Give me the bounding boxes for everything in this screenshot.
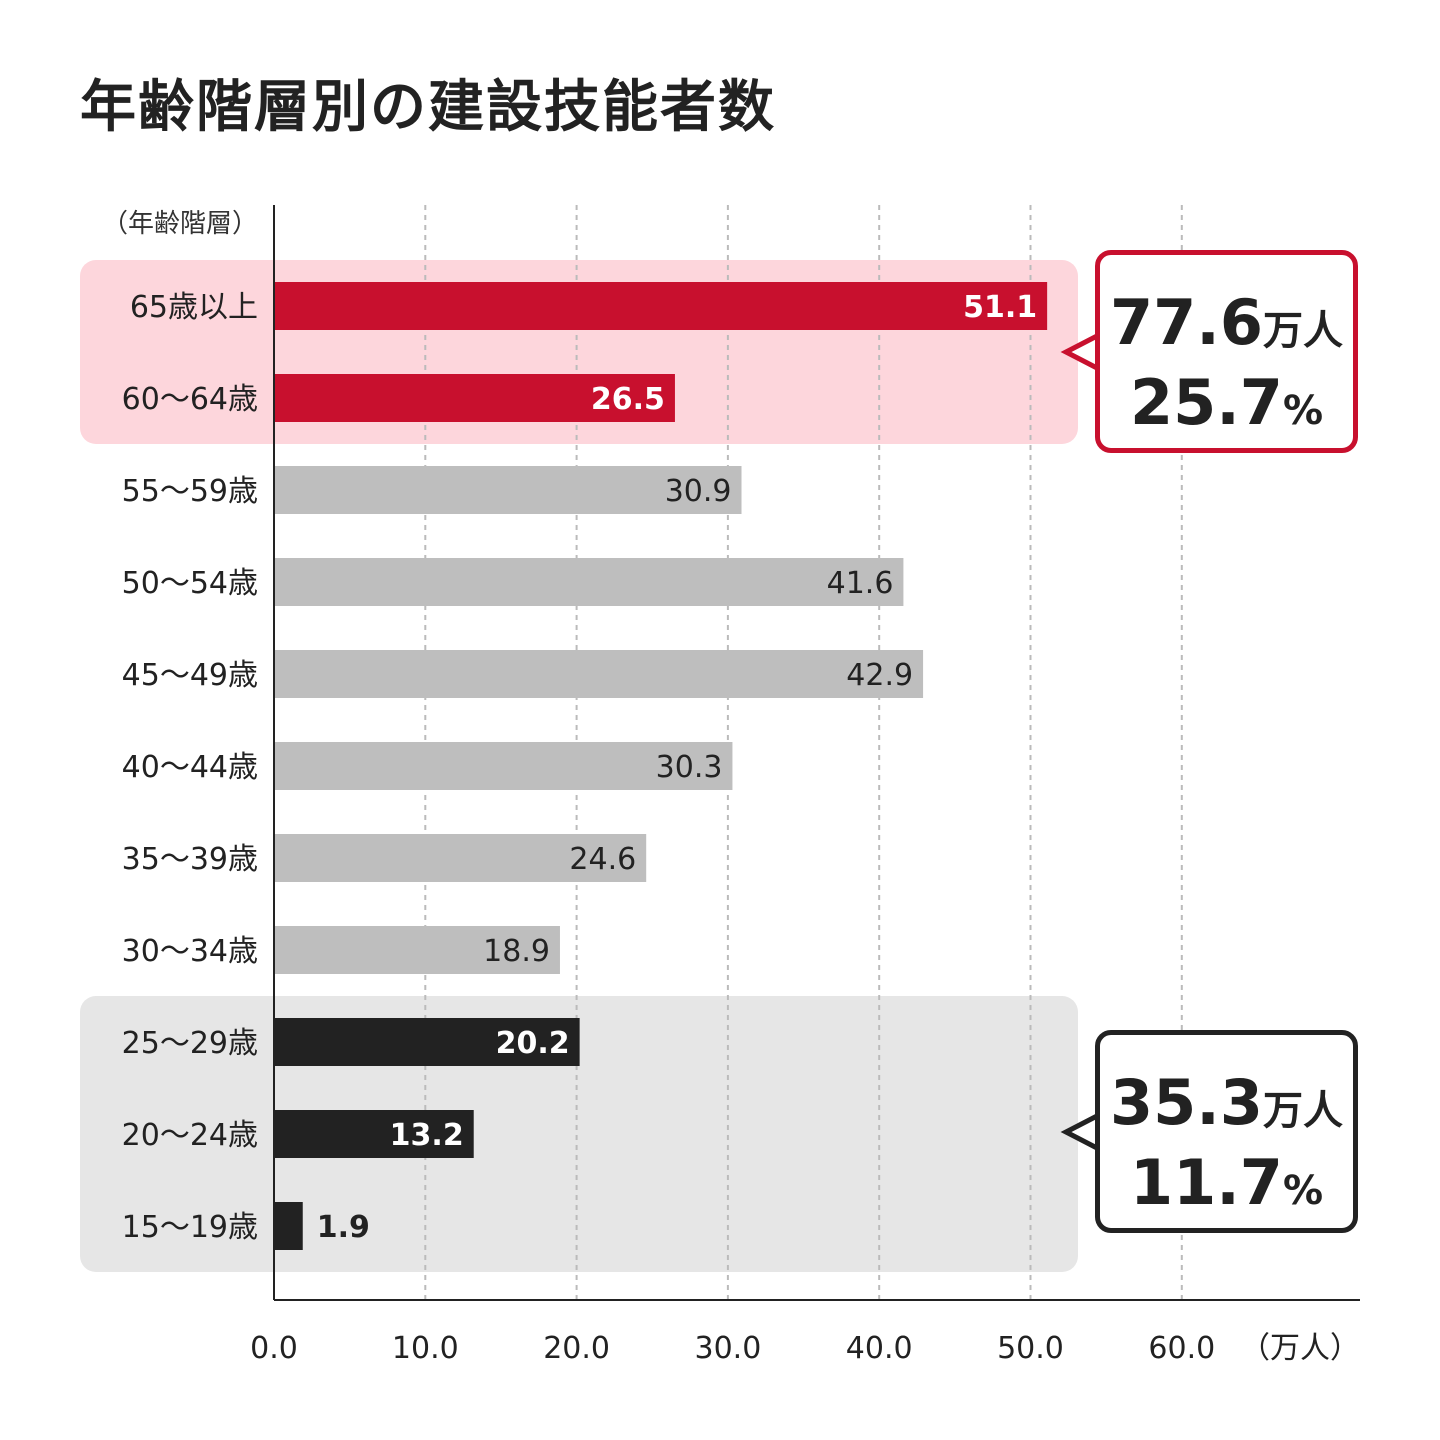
category-label: 30〜34歳 (122, 934, 258, 969)
young-total-callout: 35.3万人 11.7% (1095, 1030, 1358, 1233)
y-axis-title: （年齢階層） (102, 209, 258, 239)
x-tick-label: 30.0 (695, 1331, 762, 1366)
bar (274, 742, 733, 790)
bar (274, 834, 647, 882)
senior-callout-pointer (1060, 333, 1099, 371)
value-label: 20.2 (496, 1026, 570, 1061)
category-label: 20〜24歳 (122, 1118, 258, 1153)
bar (274, 466, 742, 514)
category-label: 55〜59歳 (122, 474, 258, 509)
value-label: 1.9 (317, 1210, 370, 1245)
value-label: 30.9 (665, 474, 732, 509)
senior-total-value: 77.6 (1110, 286, 1263, 359)
bar (274, 926, 560, 974)
young-share-value: 11.7 (1129, 1146, 1283, 1219)
value-label: 30.3 (656, 750, 723, 785)
x-tick-label: 0.0 (250, 1331, 298, 1366)
value-label: 51.1 (963, 290, 1037, 325)
young-total-unit: 万人 (1262, 1088, 1343, 1134)
bar (274, 282, 1048, 330)
young-callout-pointer (1060, 1113, 1099, 1151)
value-label: 41.6 (827, 566, 894, 601)
category-label: 60〜64歳 (122, 382, 258, 417)
bar (274, 374, 675, 422)
x-tick-label: 40.0 (846, 1331, 913, 1366)
category-label: 25〜29歳 (122, 1026, 258, 1061)
bar (274, 650, 924, 698)
x-tick-label: 20.0 (543, 1331, 610, 1366)
bar (274, 558, 904, 606)
category-label: 45〜49歳 (122, 658, 258, 693)
category-label: 35〜39歳 (122, 842, 258, 877)
value-label: 26.5 (591, 382, 665, 417)
category-label: 65歳以上 (130, 290, 258, 325)
young-share-unit: % (1282, 1168, 1324, 1214)
bar (274, 1202, 303, 1250)
category-label: 40〜44歳 (122, 750, 258, 785)
bar (274, 1110, 474, 1158)
x-tick-label: 50.0 (997, 1331, 1064, 1366)
value-label: 13.2 (390, 1118, 464, 1153)
chart-title: 年齢階層別の建設技能者数 (80, 75, 776, 140)
senior-total-callout: 77.6万人 25.7% (1095, 250, 1358, 453)
x-axis-title: （万人） (1240, 1331, 1360, 1366)
x-tick-label: 10.0 (392, 1331, 459, 1366)
senior-total-unit: 万人 (1262, 308, 1343, 354)
value-label: 18.9 (483, 934, 550, 969)
senior-share-value: 25.7 (1129, 366, 1283, 439)
value-label: 24.6 (569, 842, 636, 877)
value-label: 42.9 (846, 658, 913, 693)
young-total-value: 35.3 (1110, 1066, 1263, 1139)
x-tick-label: 60.0 (1148, 1331, 1215, 1366)
senior-share-unit: % (1282, 388, 1324, 434)
category-label: 50〜54歳 (122, 566, 258, 601)
bar (274, 1018, 580, 1066)
category-label: 15〜19歳 (122, 1210, 258, 1245)
